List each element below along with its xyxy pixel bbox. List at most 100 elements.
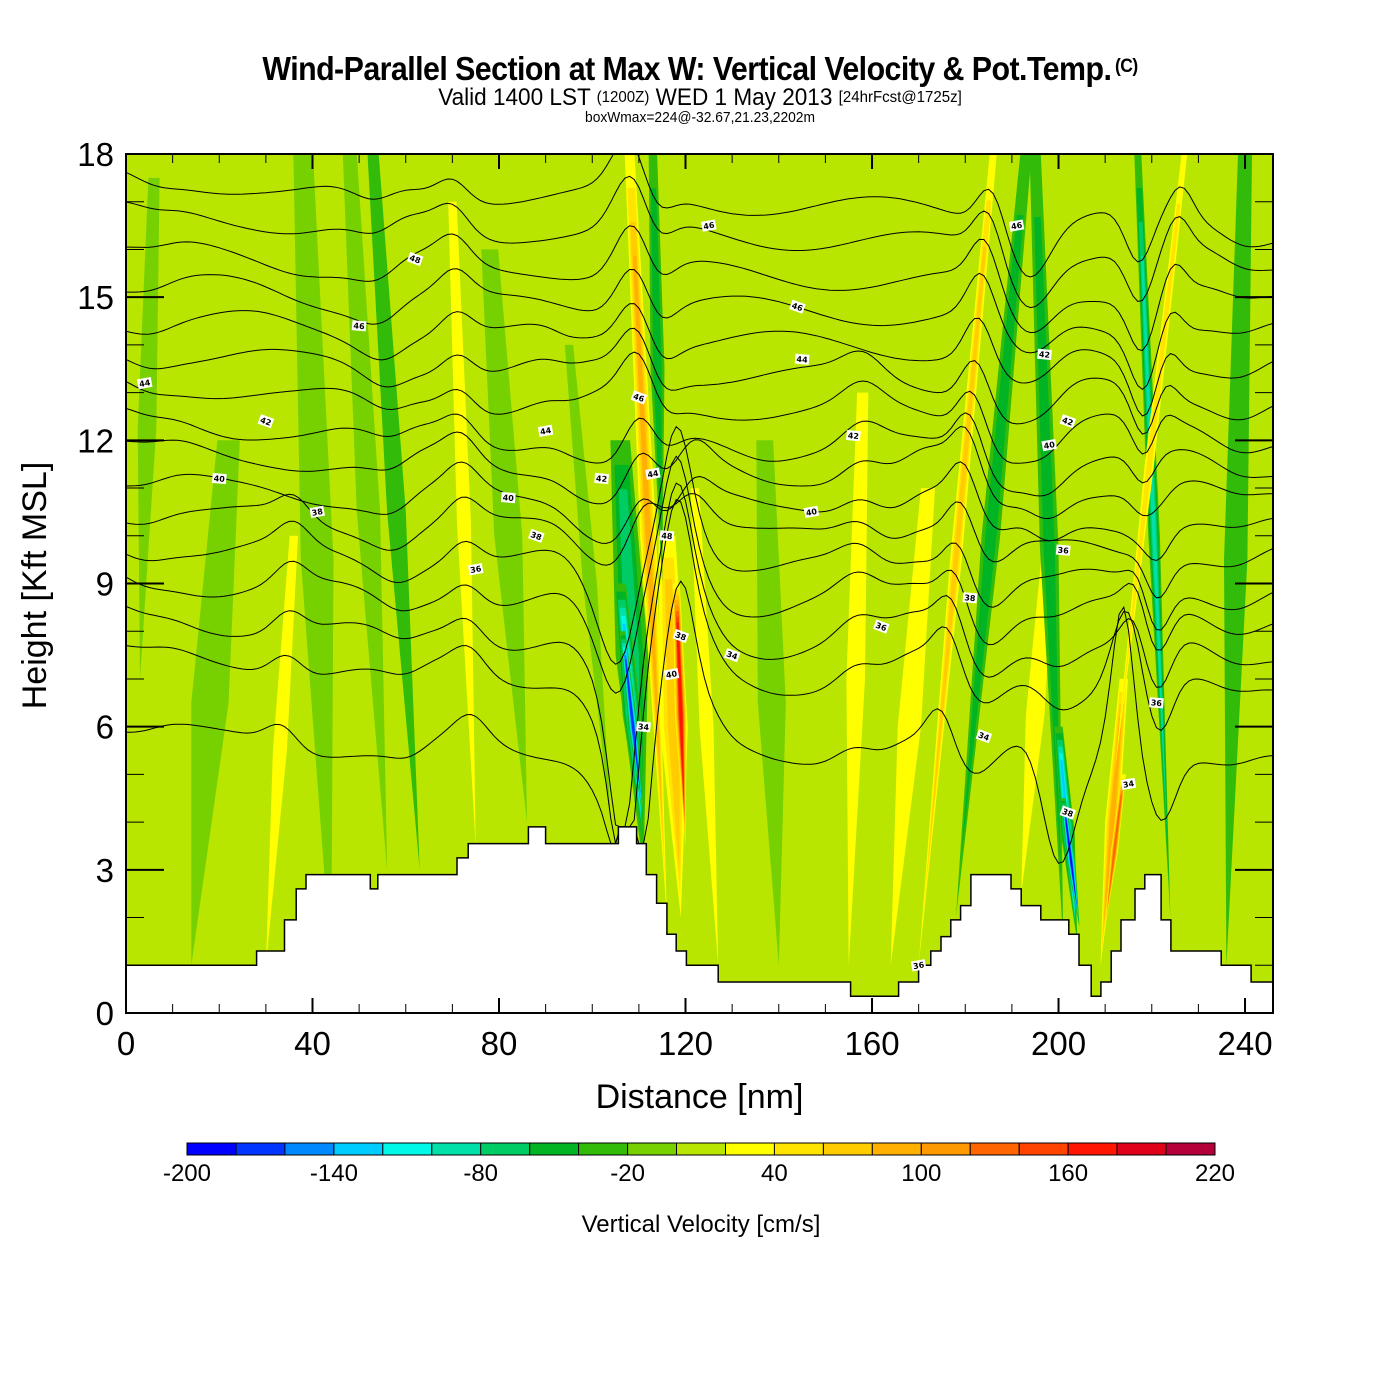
contour-label: 36 — [910, 959, 927, 972]
x-tick-label: 160 — [844, 1025, 899, 1062]
theta-contours — [126, 154, 1273, 864]
contour-label: 48 — [659, 530, 675, 542]
colorbar-swatch — [284, 1142, 335, 1156]
theta-contour-line — [126, 493, 1273, 599]
contour-label-text: 44 — [539, 426, 552, 437]
theta-contour-line — [126, 154, 1273, 278]
y-tick-label: 12 — [77, 422, 114, 459]
velocity-plume — [893, 526, 930, 928]
colorbar-swatch — [969, 1142, 1020, 1156]
contour-label-text: 38 — [1061, 807, 1075, 819]
contour-label-background — [873, 619, 890, 634]
theta-contour-line — [126, 225, 1273, 352]
colorbar-tick-label: 160 — [1048, 1160, 1088, 1187]
contour-label-background — [962, 592, 978, 604]
contour-label-text: 44 — [647, 469, 660, 480]
y-tick-label: 18 — [77, 136, 114, 173]
colorbar: -200 -140 -80 -20 40 100 160 220 — [163, 1142, 1235, 1187]
contour-label-background — [1059, 414, 1077, 429]
contour-label-background — [1120, 777, 1137, 791]
colorbar-swatch — [1018, 1142, 1069, 1156]
contour-label-background — [803, 505, 820, 519]
contour-label-text: 36 — [1057, 546, 1069, 556]
contour-label: 40 — [211, 472, 227, 485]
theta-contour-line — [126, 425, 1273, 519]
velocity-plume — [481, 249, 527, 823]
contour-label: 44 — [794, 353, 810, 365]
contour-label-background — [645, 467, 661, 480]
contour-label-text: 34 — [977, 731, 991, 743]
contour-label: 42 — [845, 430, 861, 442]
y-tick-label: 6 — [96, 709, 114, 746]
contour-label: 42 — [1037, 348, 1052, 360]
contour-label: 40 — [500, 492, 516, 504]
contour-label-text: 48 — [661, 531, 673, 541]
contour-label: 46 — [630, 390, 648, 405]
contour-label-background — [537, 424, 554, 437]
velocity-plume — [137, 177, 160, 679]
chart-title: Wind-Parallel Section at Max W: Vertical… — [56, 50, 1344, 88]
contour-label-background — [845, 430, 861, 442]
contour-label-text: 34 — [638, 722, 650, 732]
valid-date: WED 1 May 2013 — [655, 84, 833, 111]
x-tick-label: 200 — [1031, 1025, 1086, 1062]
contour-label-text: 40 — [1043, 440, 1056, 451]
contour-label: 44 — [537, 424, 554, 437]
velocity-plume — [849, 438, 865, 920]
contour-label-background — [500, 492, 516, 504]
contour-label-text: 40 — [213, 474, 225, 484]
contour-label-background — [1055, 544, 1071, 556]
contour-label-background — [211, 472, 227, 485]
velocity-plume — [191, 440, 240, 966]
velocity-plume — [651, 188, 662, 550]
colorbar-swatch — [480, 1142, 531, 1156]
velocity-plume — [1224, 154, 1252, 966]
colorbar-swatch — [382, 1142, 433, 1156]
colorbar-swatch — [822, 1142, 873, 1156]
contour-label-text: 48 — [408, 253, 422, 265]
x-axis-title: Distance [nm] — [596, 1078, 804, 1116]
colorbar-tick-label: 40 — [761, 1160, 788, 1187]
contour-label-text: 46 — [632, 392, 646, 404]
colorbar-swatch — [1067, 1142, 1118, 1156]
contour-label-text: 36 — [470, 564, 483, 575]
velocity-plume — [1034, 217, 1061, 879]
colorbar-swatch — [529, 1142, 580, 1156]
contour-label-text: 34 — [1122, 779, 1135, 790]
velocity-plume — [1120, 203, 1181, 725]
contour-label: 34 — [723, 648, 741, 663]
theta-contour-line — [126, 175, 1273, 309]
theta-contour-line — [126, 482, 1273, 828]
x-tick-label: 240 — [1217, 1025, 1272, 1062]
contour-label-background — [1041, 438, 1057, 452]
contour-label-background — [1148, 697, 1164, 709]
contour-label: 46 — [701, 219, 717, 232]
contour-label-text: 36 — [912, 960, 925, 971]
contour-label-text: 38 — [964, 593, 976, 603]
contour-label-text: 42 — [259, 416, 273, 428]
contour-label: 40 — [803, 505, 820, 519]
contour-label-text: 44 — [796, 355, 808, 365]
x-tick-label: 0 — [117, 1025, 135, 1062]
contour-label: 34 — [636, 721, 651, 733]
valid-prefix: Valid 1400 LST — [438, 84, 591, 111]
colorbar-tick-label: 220 — [1195, 1160, 1235, 1187]
contour-label: 40 — [1041, 438, 1057, 452]
x-tick-label: 80 — [481, 1025, 518, 1062]
contour-label-text: 46 — [790, 301, 804, 313]
contour-label-text: 44 — [139, 378, 152, 389]
contour-label-background — [636, 721, 651, 733]
theta-contour-line — [126, 351, 1273, 464]
velocity-field — [126, 154, 1273, 1013]
contour-label: 34 — [975, 729, 993, 744]
colorbar-swatch — [186, 1142, 237, 1156]
contour-label-text: 42 — [847, 431, 859, 441]
contour-label: 38 — [672, 628, 690, 644]
contour-label-text: 38 — [311, 507, 324, 518]
contour-label-text: 36 — [1150, 698, 1162, 708]
contour-label-background — [630, 390, 648, 405]
contour-label-text: 42 — [596, 474, 608, 484]
velocity-plume — [694, 526, 717, 928]
